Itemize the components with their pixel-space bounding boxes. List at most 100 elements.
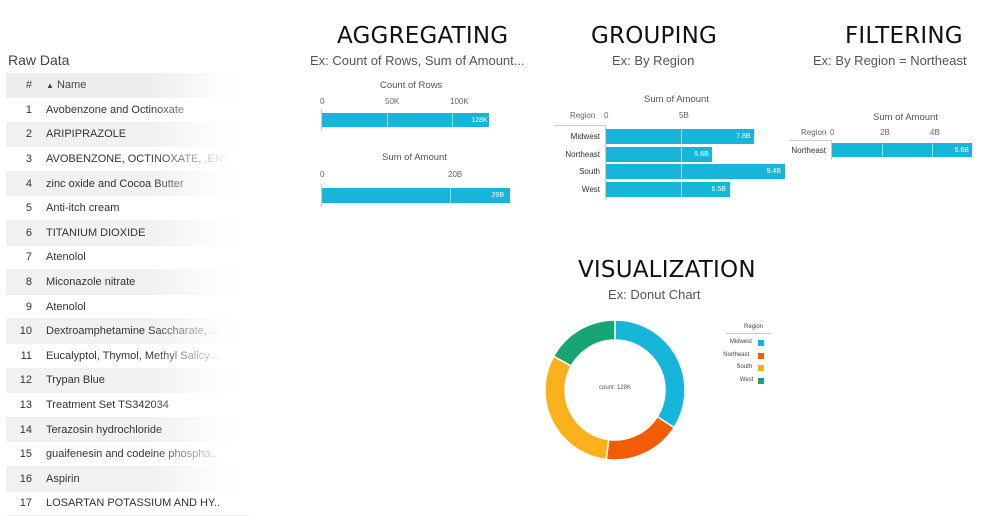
row-number: 5 — [6, 202, 42, 214]
bar-data-label: 128K — [471, 117, 487, 124]
legend-swatch — [758, 378, 764, 384]
region-label: South — [540, 167, 600, 176]
legend-title: Region — [744, 324, 763, 330]
legend-label: Northeast — [723, 352, 749, 358]
row-number: 9 — [6, 301, 42, 313]
region-label: West — [540, 185, 600, 194]
row-name: AVOBENZONE, OCTINOXATE, .ENS — [42, 153, 250, 165]
row-number: 14 — [6, 424, 42, 436]
column-header-name[interactable]: ▲︎ Name — [42, 79, 250, 91]
legend-swatch — [758, 365, 764, 371]
gridline — [681, 182, 682, 197]
row-name: Miconazole nitrate — [42, 276, 250, 288]
donut-slice-south[interactable] — [545, 356, 609, 459]
table-header-row: # ▲︎ Name — [6, 73, 250, 98]
row-name: Atenolol — [42, 301, 250, 313]
row-number: 12 — [6, 374, 42, 386]
row-number: 15 — [6, 448, 42, 460]
category-header: Region — [801, 128, 826, 137]
row-number: 2 — [6, 128, 42, 140]
category-header: Region — [570, 111, 595, 120]
gridline — [882, 143, 883, 157]
bar-data-label: 6.5B — [712, 186, 726, 193]
row-name: Anti-itch cream — [42, 202, 250, 214]
row-name: LOSARTAN POTASSIUM AND HY.. — [42, 497, 250, 509]
region-label: Northeast — [540, 150, 600, 159]
legend-label: Midwest — [730, 339, 752, 345]
row-name: Terazosin hydrochloride — [42, 424, 250, 436]
column-header-name-label: Name — [57, 79, 86, 91]
row-name: Aspirin — [42, 473, 250, 485]
tick-label: 50K — [385, 97, 399, 106]
grouping-heading: GROUPING — [591, 23, 717, 49]
region-label: Northeast — [766, 146, 826, 155]
row-name: Eucalyptol, Thymol, Methyl Salicy... — [42, 350, 250, 362]
sort-arrows-icon[interactable]: ▲︎ — [46, 81, 54, 90]
bar-data-label: 29B — [492, 192, 504, 199]
row-number: 3 — [6, 153, 42, 165]
legend-label: South — [737, 364, 753, 370]
bar-data-label: 7.8B — [736, 133, 750, 140]
visualization-subtitle: Ex: Donut Chart — [608, 287, 701, 302]
row-number: 10 — [6, 325, 42, 337]
bar-data-label: 9.4B — [767, 168, 781, 175]
row-number: 1 — [6, 104, 42, 116]
bar-data-label: 5.6B — [694, 151, 708, 158]
header-divider — [554, 125, 606, 126]
donut-slice-northeast[interactable] — [606, 417, 674, 460]
tick-label: 100K — [450, 97, 469, 106]
tick-label: 2B — [880, 128, 890, 137]
donut-slice-midwest[interactable] — [615, 320, 685, 428]
row-number: 11 — [6, 350, 42, 362]
bar[interactable] — [322, 113, 489, 127]
bar[interactable] — [322, 188, 510, 203]
row-name: Dextroamphetamine Saccharate, ... — [42, 325, 250, 337]
row-name: Treatment Set TS342034 — [42, 399, 250, 411]
tick-label: 0 — [604, 111, 608, 120]
bar[interactable] — [606, 164, 785, 179]
gridline — [452, 113, 453, 127]
gridline — [932, 143, 933, 157]
filtering-heading: FILTERING — [845, 23, 963, 49]
chart-title: Sum of Amount — [382, 152, 447, 163]
row-number: 6 — [6, 227, 42, 239]
row-number: 8 — [6, 276, 42, 288]
gridline — [681, 147, 682, 162]
gridline — [681, 129, 682, 144]
legend-swatch — [758, 353, 764, 359]
gridline — [681, 164, 682, 179]
header-divider — [790, 140, 832, 141]
aggregating-heading: AGGREGATING — [337, 23, 508, 49]
donut-slice-west[interactable] — [554, 320, 615, 366]
row-name: TITANIUM DIOXIDE — [42, 227, 250, 239]
row-number: 17 — [6, 497, 42, 509]
chart-title: Sum of Amount — [873, 112, 938, 123]
column-header-number[interactable]: # — [6, 79, 42, 91]
bar-data-label: 5.6B — [954, 147, 968, 154]
bar[interactable] — [832, 143, 972, 157]
visualization-heading: VISUALIZATION — [578, 257, 756, 283]
